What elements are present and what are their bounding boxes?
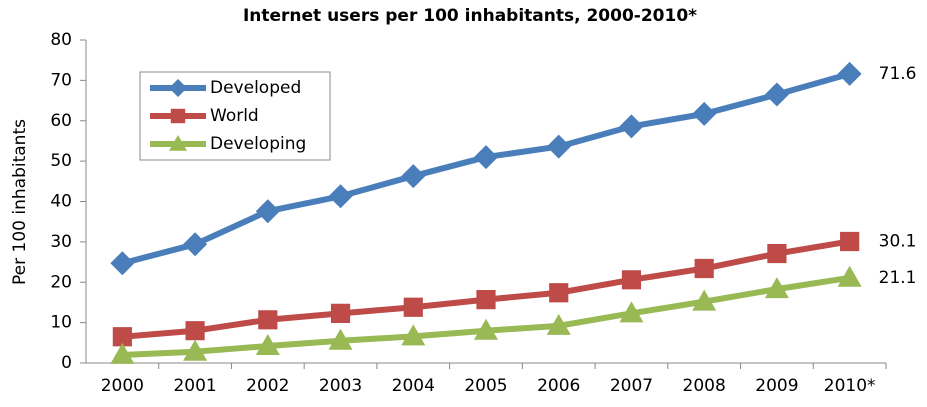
marker xyxy=(403,297,423,317)
marker xyxy=(112,327,132,347)
marker xyxy=(692,101,717,126)
legend-label: Developed xyxy=(210,78,301,98)
marker xyxy=(837,265,862,287)
y-tick-label: 60 xyxy=(50,111,72,131)
x-tick-label: 2004 xyxy=(392,376,435,396)
x-tick-label: 2005 xyxy=(464,376,507,396)
marker xyxy=(401,164,426,189)
marker xyxy=(619,114,644,139)
marker xyxy=(110,251,135,276)
marker xyxy=(330,303,351,323)
marker xyxy=(258,310,278,330)
marker xyxy=(474,318,498,340)
y-tick-label: 30 xyxy=(50,232,72,252)
marker xyxy=(401,324,426,346)
x-tick-label: 2001 xyxy=(173,376,216,396)
marker xyxy=(183,232,208,257)
x-tick-label: 2002 xyxy=(246,376,289,396)
marker xyxy=(474,145,498,170)
marker xyxy=(840,231,860,252)
marker xyxy=(169,79,187,97)
x-tick-label: 2000 xyxy=(101,376,144,396)
marker xyxy=(767,243,787,264)
chart-title: Internet users per 100 inhabitants, 2000… xyxy=(243,6,697,26)
data-label: 21.1 xyxy=(879,268,917,288)
series-line xyxy=(122,274,851,358)
y-tick-label: 40 xyxy=(50,192,72,212)
marker xyxy=(328,328,353,350)
marker xyxy=(764,82,789,107)
marker xyxy=(619,301,644,323)
marker xyxy=(546,134,571,159)
marker xyxy=(170,108,186,124)
marker xyxy=(255,334,280,356)
marker xyxy=(621,270,642,290)
y-tick-label: 70 xyxy=(50,70,72,90)
marker xyxy=(110,342,135,364)
y-axis-label: Per 100 inhabitants xyxy=(10,119,30,285)
y-tick-label: 50 xyxy=(50,151,72,171)
marker xyxy=(183,339,208,361)
marker xyxy=(694,258,714,279)
x-tick-label: 2009 xyxy=(755,376,798,396)
y-tick-label: 0 xyxy=(61,353,72,373)
x-tick-label: 2008 xyxy=(683,376,726,396)
marker xyxy=(837,61,862,86)
marker xyxy=(328,184,353,209)
marker xyxy=(476,290,496,310)
x-tick-label: 2003 xyxy=(319,376,362,396)
x-tick-label: 2010* xyxy=(824,376,876,396)
legend-label: Developing xyxy=(210,134,306,154)
y-tick-label: 20 xyxy=(50,272,72,292)
marker xyxy=(692,289,717,311)
marker xyxy=(185,321,205,341)
y-tick-label: 80 xyxy=(50,30,72,50)
marker xyxy=(764,277,789,299)
data-label: 71.6 xyxy=(879,64,917,84)
marker xyxy=(546,313,571,335)
data-label: 30.1 xyxy=(879,231,917,251)
marker xyxy=(169,135,187,151)
marker xyxy=(255,199,280,224)
x-tick-label: 2007 xyxy=(610,376,653,396)
y-tick-label: 10 xyxy=(50,313,72,333)
x-tick-label: 2006 xyxy=(537,376,580,396)
legend: Developed World Developing xyxy=(139,71,331,161)
legend-label: World xyxy=(210,106,259,126)
marker xyxy=(549,283,569,303)
